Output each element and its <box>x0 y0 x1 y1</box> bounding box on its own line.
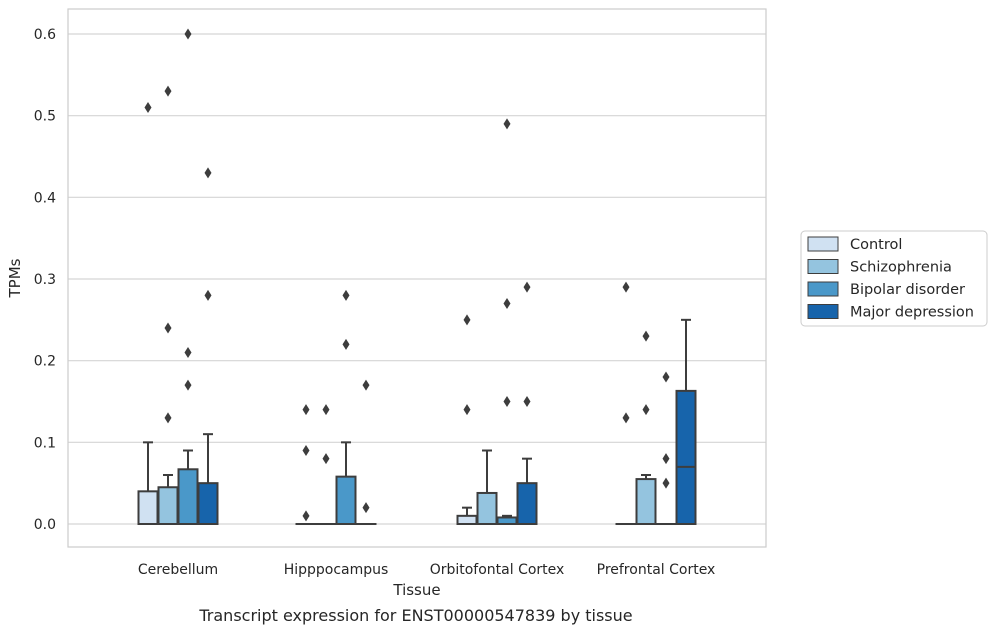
box <box>197 167 219 525</box>
box <box>355 379 377 526</box>
legend-swatch <box>807 281 839 297</box>
box <box>295 404 317 526</box>
y-axis-label: TPMs <box>6 258 24 298</box>
outlier-point <box>662 477 670 489</box>
box <box>137 102 159 526</box>
outlier-point <box>164 85 172 97</box>
outlier-point <box>342 338 350 350</box>
outlier-point <box>342 289 350 301</box>
box <box>655 371 677 526</box>
box-rect <box>635 478 657 526</box>
outlier-point <box>503 118 511 130</box>
plot-frame <box>67 8 767 548</box>
y-tick-label: 0.4 <box>34 190 56 206</box>
legend-swatch <box>807 259 839 274</box>
outlier-point <box>642 404 650 416</box>
outlier-point <box>164 322 172 334</box>
outlier-point <box>503 298 511 309</box>
outlier-point <box>184 347 192 358</box>
box <box>157 85 179 525</box>
legend-label: Control <box>850 237 902 253</box>
outlier-point <box>523 396 531 407</box>
y-tick-label: 0.1 <box>34 435 56 451</box>
y-tick-label: 0.6 <box>34 27 56 43</box>
outlier-point <box>204 289 212 301</box>
legend-frame <box>800 230 988 327</box>
box-rect <box>675 389 697 525</box>
box <box>675 318 697 525</box>
box <box>456 314 478 525</box>
outlier-point <box>523 281 531 293</box>
box-rect <box>476 491 498 526</box>
chart-caption: Transcript expression for ENST0000054783… <box>199 606 633 625</box>
legend-swatch <box>807 304 839 319</box>
box-rect <box>157 486 179 525</box>
box <box>496 118 518 526</box>
y-tick-label: 0.2 <box>34 354 56 370</box>
x-tick-label: Hipppocampus <box>284 562 389 578</box>
outlier-point <box>362 502 370 514</box>
outlier-point <box>322 404 330 416</box>
y-tick-label: 0.0 <box>34 517 56 533</box>
box <box>335 289 357 525</box>
outlier-point <box>463 314 471 326</box>
legend: Control Schizophrenia Bipolar disorder Majo… <box>800 230 988 327</box>
outlier-point <box>184 379 192 391</box>
box-rect <box>456 514 478 525</box>
outlier-point <box>662 453 670 465</box>
box <box>635 330 657 526</box>
y-axis-ticks: 0.0 0.1 0.2 0.3 0.4 0.5 0.6 <box>34 27 56 533</box>
grid-lines <box>68 33 766 525</box>
box <box>516 281 538 525</box>
outlier-point <box>503 396 511 407</box>
legend-swatch <box>807 236 839 252</box>
outlier-point <box>662 371 670 383</box>
outlier-point <box>302 510 310 522</box>
box-rect <box>516 482 538 525</box>
x-axis-label: Tissue <box>392 581 440 599</box>
outlier-point <box>622 412 630 424</box>
x-tick-label: Prefrontal Cortex <box>597 562 716 578</box>
box <box>476 449 498 526</box>
outlier-point <box>164 412 172 424</box>
outlier-point <box>302 445 310 456</box>
box-rect <box>197 482 219 525</box>
x-axis-ticks: Cerebellum Hipppocampus Orbitofontal Corte… <box>138 562 715 578</box>
legend-label: Bipolar disorder <box>850 282 965 298</box>
x-tick-label: Cerebellum <box>138 562 218 578</box>
box-rect <box>335 475 357 525</box>
legend-label: Schizophrenia <box>850 260 952 276</box>
box <box>177 28 199 525</box>
box <box>615 281 637 526</box>
outlier-point <box>184 28 192 40</box>
outlier-point <box>322 453 330 465</box>
y-tick-label: 0.3 <box>34 272 56 288</box>
x-tick-label: Orbitofontal Cortex <box>430 562 565 578</box>
box-rect <box>137 490 159 526</box>
outlier-point <box>144 102 152 113</box>
outlier-point <box>622 281 630 293</box>
y-tick-label: 0.5 <box>34 109 56 125</box>
outlier-point <box>204 167 212 179</box>
box-rect <box>177 468 199 525</box>
outlier-point <box>362 379 370 391</box>
outlier-point <box>642 330 650 342</box>
outlier-point <box>463 404 471 416</box>
box <box>315 404 337 526</box>
plot-area <box>137 28 697 526</box>
outlier-point <box>302 404 310 416</box>
legend-label: Major depression <box>850 305 974 321</box>
